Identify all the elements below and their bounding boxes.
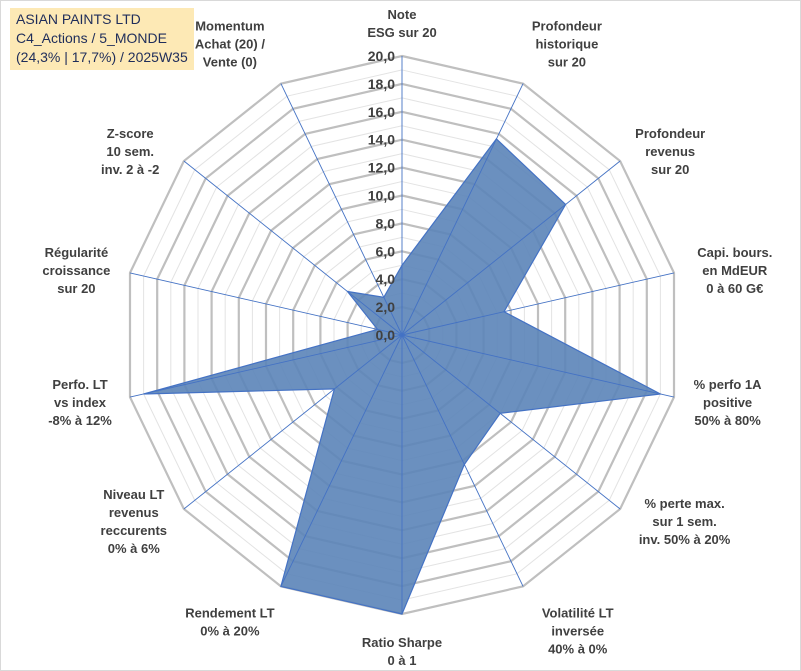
axis-category-label-line: Perfo. LT	[52, 377, 107, 392]
axis-spoke	[401, 334, 621, 510]
chart-title-line-3: (24,3% | 17,7%) / 2025W35	[16, 49, 188, 65]
axis-category-label-line: 0 à 60 G€	[706, 281, 763, 296]
axis-category-label-line: reccurents	[101, 523, 167, 538]
axis-category-label-line: positive	[703, 395, 752, 410]
axis-category-label-line: Profondeur	[635, 126, 705, 141]
radial-tick-label: 4,0	[376, 271, 396, 287]
axis-category-label: Volatilité LT inversée 40% à 0%	[542, 606, 614, 657]
axis-category-label: Ratio Sharpe 0 à 1	[362, 635, 442, 668]
radial-tick-label: 12,0	[368, 160, 395, 176]
axis-category-label-line: 10 sem.	[106, 144, 154, 159]
axis-category-label: Capi. bours. en MdEUR 0 à 60 G€	[697, 245, 772, 296]
chart-title-box: ASIAN PAINTS LTD C4_Actions / 5_MONDE (2…	[10, 8, 194, 70]
axis-category-label-line: Capi. bours.	[697, 245, 772, 260]
chart-title-line-1: ASIAN PAINTS LTD	[16, 11, 141, 27]
axis-category-label: Note ESG sur 20	[367, 7, 436, 40]
axis-category-label-line: inversée	[551, 624, 604, 639]
axis-spoke	[129, 334, 403, 398]
chart-title-line-2: C4_Actions / 5_MONDE	[16, 30, 167, 46]
axis-category-label-line: Z-score	[107, 126, 154, 141]
axis-category-label-line: % perfo 1A	[694, 377, 763, 392]
axis-category-label-line: revenus	[645, 144, 695, 159]
axis-category-label-line: ESG sur 20	[367, 25, 436, 40]
axis-category-label-line: Momentum	[195, 18, 264, 33]
radial-tick-label: 14,0	[368, 132, 395, 148]
axis-category-label-line: Note	[388, 7, 417, 22]
axis-category-label-line: Niveau LT	[103, 487, 164, 502]
radial-tick-label: 6,0	[376, 243, 396, 259]
axis-category-label: Profondeur historique sur 20	[532, 18, 602, 69]
radial-tick-label: 20,0	[368, 48, 395, 64]
axis-category-label: Profondeur revenus sur 20	[635, 126, 705, 177]
axis-category-label-line: 0% à 6%	[108, 541, 160, 556]
axis-spoke	[401, 334, 675, 398]
axis-category-label: Momentum Achat (20) / Vente (0)	[195, 18, 265, 69]
axis-category-label-line: 40% à 0%	[548, 642, 608, 657]
axis-category-label-line: -8% à 12%	[48, 413, 112, 428]
axis-category-label-line: sur 20	[651, 162, 689, 177]
axis-category-label-line: inv. 2 à -2	[101, 162, 159, 177]
axis-category-label-line: Vente (0)	[203, 54, 257, 69]
axis-category-label-line: revenus	[109, 505, 159, 520]
axis-category-label-line: Ratio Sharpe	[362, 635, 442, 650]
axis-category-label-line: sur 20	[57, 281, 95, 296]
axis-category-label: Z-score 10 sem. inv. 2 à -2	[101, 126, 159, 177]
axis-category-label: % perfo 1A positive 50% à 80%	[694, 377, 763, 428]
axis-category-label: % perte max. sur 1 sem. inv. 50% à 20%	[639, 496, 731, 547]
radial-tick-label: 18,0	[368, 76, 395, 92]
axis-spoke	[280, 334, 403, 587]
radial-tick-label: 10,0	[368, 188, 395, 204]
axis-spoke	[183, 334, 403, 510]
axis-spoke	[129, 272, 403, 336]
axis-category-label-line: Profondeur	[532, 18, 602, 33]
axis-spoke	[280, 83, 403, 336]
axis-category-label-line: en MdEUR	[702, 263, 768, 278]
axis-category-label-line: inv. 50% à 20%	[639, 532, 731, 547]
axis-spoke	[401, 334, 524, 587]
axis-category-label: Rendement LT 0% à 20%	[185, 606, 274, 639]
radial-tick-label: 16,0	[368, 104, 395, 120]
axis-category-label-line: Volatilité LT	[542, 606, 614, 621]
axis-category-label-line: sur 1 sem.	[652, 514, 716, 529]
axis-category-label-line: Achat (20) /	[195, 36, 265, 51]
axis-category-label-line: vs index	[54, 395, 107, 410]
axis-category-label-line: Régularité	[45, 245, 109, 260]
radial-tick-label: 2,0	[376, 299, 396, 315]
axis-category-label-line: sur 20	[548, 54, 586, 69]
axis-category-label-line: % perte max.	[644, 496, 724, 511]
radial-tick-label: 8,0	[376, 215, 396, 231]
axis-category-label: Niveau LT revenus reccurents 0% à 6%	[101, 487, 167, 556]
axis-category-label-line: 0% à 20%	[200, 624, 260, 639]
axis-category-label: Perfo. LT vs index -8% à 12%	[48, 377, 112, 428]
axis-category-label-line: 50% à 80%	[694, 413, 761, 428]
axis-spoke	[401, 83, 524, 336]
axis-category-label-line: 0 à 1	[388, 653, 417, 668]
axis-category-label-line: historique	[535, 36, 598, 51]
axis-spoke	[401, 272, 675, 336]
axis-category-label-line: Rendement LT	[185, 606, 274, 621]
axis-category-label: Régularité croissance sur 20	[42, 245, 110, 296]
axis-spoke	[401, 160, 621, 336]
axis-category-label-line: croissance	[42, 263, 110, 278]
radial-tick-label: 0,0	[376, 327, 396, 343]
axis-spoke	[183, 160, 403, 336]
